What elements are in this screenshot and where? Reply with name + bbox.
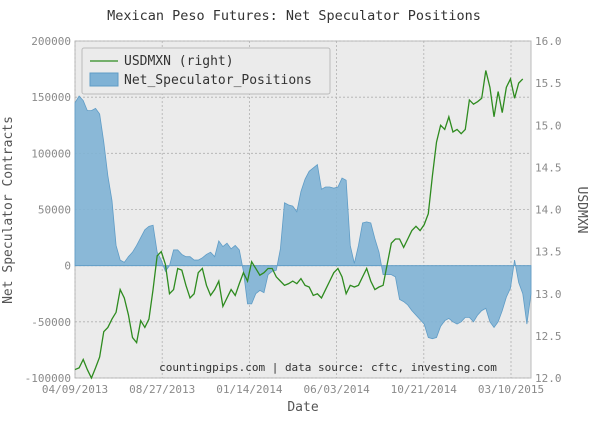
y-axis-right: 16.0 15.5 15.0 14.5 14.0 13.5 13.0 12.5 12.0	[535, 35, 562, 385]
y-tick-left-4: 0	[64, 260, 71, 273]
x-tick-0: 04/09/2013	[42, 383, 108, 396]
y-tick-left-1: 150000	[31, 91, 71, 104]
y-tick-right-2: 15.0	[535, 119, 562, 132]
y-tick-left-3: 50000	[38, 204, 71, 217]
y-tick-right-5: 13.5	[535, 246, 562, 259]
y-tick-left-2: 100000	[31, 147, 71, 160]
y-tick-left-6: -100000	[25, 372, 71, 385]
x-tick-5: 03/10/2015	[478, 383, 544, 396]
x-tick-4: 10/21/2014	[391, 383, 458, 396]
usdmxn-line-path	[74, 70, 524, 380]
y-tick-left-5: -50000	[31, 316, 71, 329]
y-tick-left-0: 200000	[31, 35, 71, 48]
y-tick-right-3: 14.5	[535, 161, 562, 174]
x-axis: 04/09/2013 08/27/2013 01/14/2014 06/03/2014…	[42, 383, 544, 396]
y-tick-right-6: 13.0	[535, 288, 562, 301]
legend-label-usdmxn: USDMXN (right)	[124, 54, 234, 69]
x-tick-2: 01/14/2014	[216, 383, 283, 396]
positions-area	[74, 95, 532, 340]
legend-box	[81, 47, 331, 95]
y-tick-right-7: 12.5	[535, 330, 562, 343]
legend-area-swatch	[89, 72, 119, 87]
y-axis-left-title: Net Speculator Contracts	[1, 116, 16, 304]
y-tick-right-8: 12.0	[535, 372, 562, 385]
positions-area-fill	[74, 95, 532, 340]
x-tick-1: 08/27/2013	[129, 383, 195, 396]
y-axis-left: 200000 150000 100000 50000 0 -50000 -100000	[25, 35, 71, 385]
legend: USDMXN (right) Net_Speculator_Positions	[81, 47, 331, 95]
y-axis-right-title: USDMXN	[574, 187, 589, 234]
source-annotation: countingpips.com | data source: cftc, in…	[159, 361, 497, 374]
y-tick-right-0: 16.0	[535, 35, 562, 48]
y-tick-right-1: 15.5	[535, 77, 562, 90]
y-tick-right-4: 14.0	[535, 204, 562, 217]
x-tick-3: 06/03/2014	[303, 383, 370, 396]
legend-label-positions: Net_Speculator_Positions	[124, 73, 312, 88]
x-axis-title: Date	[287, 400, 318, 415]
usdmxn-line	[74, 70, 524, 380]
chart-title: Mexican Peso Futures: Net Speculator Pos…	[107, 8, 481, 24]
